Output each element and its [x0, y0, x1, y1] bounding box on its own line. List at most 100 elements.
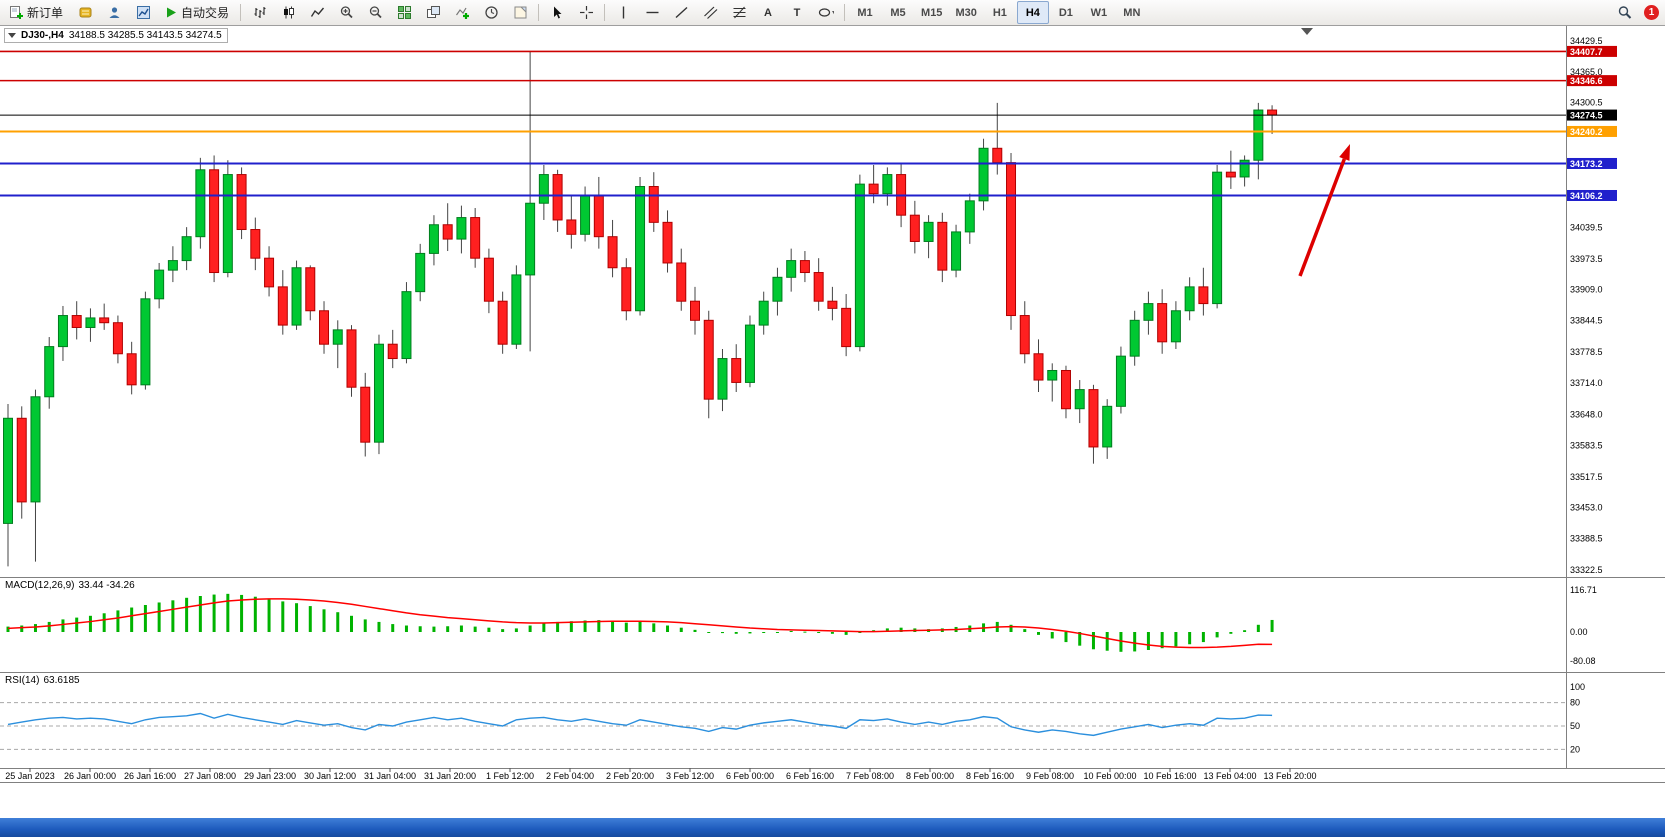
accounts-icon — [106, 5, 122, 21]
svg-text:31 Jan 04:00: 31 Jan 04:00 — [364, 771, 416, 781]
cursor-button[interactable] — [543, 1, 571, 24]
vertical-line-icon — [615, 5, 631, 21]
search-button[interactable] — [1610, 1, 1638, 24]
market-watch-button[interactable] — [129, 1, 157, 24]
timeframe-m5[interactable]: M5 — [890, 6, 906, 19]
svg-text:33517.5: 33517.5 — [1570, 472, 1603, 482]
history-button[interactable] — [71, 1, 99, 24]
accounts-button[interactable] — [100, 1, 128, 24]
timeframe-w1[interactable]: W1 — [1090, 6, 1108, 19]
horizontal-line-button[interactable] — [638, 1, 666, 24]
chart-ohlc-values: 34188.5 34285.5 34143.5 34274.5 — [68, 30, 222, 41]
templates-button[interactable] — [506, 1, 534, 24]
periods-button[interactable] — [477, 1, 505, 24]
toolbar-right: 1 — [1610, 1, 1661, 24]
timeframe-h1[interactable]: H1 — [992, 6, 1007, 19]
rsi-label: RSI(14) 63.6185 — [5, 675, 80, 686]
svg-text:33973.5: 33973.5 — [1570, 254, 1603, 264]
chart-symbol-period: DJ30-,H4 — [21, 30, 64, 41]
frame-lines — [0, 26, 1665, 783]
svg-text:33778.5: 33778.5 — [1570, 347, 1603, 357]
shapes-button[interactable] — [812, 1, 840, 24]
auto-trading-label: 自动交易 — [181, 6, 230, 20]
taskbar[interactable] — [0, 818, 1665, 837]
svg-text:33453.0: 33453.0 — [1570, 503, 1603, 513]
scroll-icon — [77, 5, 93, 21]
svg-text:34106.2: 34106.2 — [1570, 191, 1603, 201]
chart-canvas[interactable]: 34429.534365.034300.534234.534170.034104… — [0, 26, 1665, 784]
svg-text:6 Feb 16:00: 6 Feb 16:00 — [786, 771, 834, 781]
svg-text:100: 100 — [1570, 682, 1585, 692]
channel-button[interactable] — [696, 1, 724, 24]
svg-text:13 Feb 20:00: 13 Feb 20:00 — [1263, 771, 1316, 781]
trendline-icon — [673, 5, 689, 21]
svg-text:33583.5: 33583.5 — [1570, 440, 1603, 450]
zoom-out-button[interactable] — [361, 1, 389, 24]
shapes-icon — [818, 5, 835, 21]
indicators-button[interactable] — [448, 1, 476, 24]
svg-text:33714.0: 33714.0 — [1570, 378, 1603, 388]
timeframe-m30[interactable]: M30 — [955, 6, 977, 19]
chart-area: 34429.534365.034300.534234.534170.034104… — [0, 26, 1665, 784]
fibonacci-button[interactable] — [725, 1, 753, 24]
zoom-in-icon — [338, 5, 354, 21]
channel-icon — [702, 5, 718, 21]
svg-text:34300.5: 34300.5 — [1570, 98, 1603, 108]
bar-chart-icon — [251, 5, 267, 21]
text-tool-button[interactable]: A — [754, 1, 782, 24]
new-order-button[interactable]: 新订单 — [4, 1, 70, 24]
label-tool-button[interactable]: T — [783, 1, 811, 24]
rsi-name: RSI(14) — [5, 675, 40, 686]
vertical-line-button[interactable] — [609, 1, 637, 24]
svg-text:8 Feb 16:00: 8 Feb 16:00 — [966, 771, 1014, 781]
line-chart-button[interactable] — [303, 1, 331, 24]
zoom-in-button[interactable] — [332, 1, 360, 24]
svg-text:26 Jan 16:00: 26 Jan 16:00 — [124, 771, 176, 781]
svg-text:30 Jan 12:00: 30 Jan 12:00 — [304, 771, 356, 781]
rsi-layer: 100 80 50 20 — [0, 682, 1585, 754]
svg-text:34365.0: 34365.0 — [1570, 67, 1603, 77]
macd-values: 33.44 -34.26 — [78, 580, 135, 591]
svg-text:1 Feb 12:00: 1 Feb 12:00 — [486, 771, 534, 781]
auto-trading-icon — [162, 5, 178, 21]
svg-text:29 Jan 23:00: 29 Jan 23:00 — [244, 771, 296, 781]
svg-text:13 Feb 04:00: 13 Feb 04:00 — [1203, 771, 1256, 781]
price-labels: 34407.7 34346.6 34274.5 34240.2 34173.2 34106… — [1567, 45, 1617, 201]
candlestick-chart-button[interactable] — [274, 1, 302, 24]
candlestick-chart-icon — [280, 5, 296, 21]
svg-text:31 Jan 20:00: 31 Jan 20:00 — [424, 771, 476, 781]
svg-text:6 Feb 00:00: 6 Feb 00:00 — [726, 771, 774, 781]
bar-chart-button[interactable] — [245, 1, 273, 24]
timeframe-d1[interactable]: D1 — [1058, 6, 1073, 19]
notification-badge[interactable]: 1 — [1644, 5, 1659, 20]
fibonacci-icon — [731, 5, 747, 21]
trendline-button[interactable] — [667, 1, 695, 24]
collapse-icon[interactable] — [8, 33, 16, 38]
timeframe-h4[interactable]: H4 — [1016, 1, 1049, 24]
toolbar-separator — [538, 4, 540, 21]
svg-text:50: 50 — [1570, 721, 1580, 731]
svg-text:0.00: 0.00 — [1570, 627, 1588, 637]
toolbar-separator — [844, 4, 846, 21]
svg-text:34173.2: 34173.2 — [1570, 159, 1603, 169]
macd-layer: 116.71 0.00 -80.08 — [6, 585, 1597, 666]
auto-trading-button[interactable]: 自动交易 — [158, 1, 236, 24]
candles-layer — [3, 51, 1278, 567]
timeframe-mn[interactable]: MN — [1123, 6, 1141, 19]
svg-text:9 Feb 08:00: 9 Feb 08:00 — [1026, 771, 1074, 781]
svg-text:3 Feb 12:00: 3 Feb 12:00 — [666, 771, 714, 781]
level-lines — [0, 50, 1566, 197]
tile-windows-button[interactable] — [390, 1, 418, 24]
rsi-value: 63.6185 — [43, 675, 80, 686]
svg-text:8 Feb 00:00: 8 Feb 00:00 — [906, 771, 954, 781]
svg-text:80: 80 — [1570, 698, 1580, 708]
arrow-annotation — [1298, 144, 1350, 277]
cascade-windows-button[interactable] — [419, 1, 447, 24]
timeframe-m15[interactable]: M15 — [921, 6, 943, 19]
cursor-icon — [549, 5, 565, 21]
svg-text:34240.2: 34240.2 — [1570, 127, 1603, 137]
timeframe-m1[interactable]: M1 — [857, 6, 873, 19]
crosshair-button[interactable] — [572, 1, 600, 24]
cascade-windows-icon — [425, 5, 441, 21]
svg-text:33909.0: 33909.0 — [1570, 285, 1603, 295]
